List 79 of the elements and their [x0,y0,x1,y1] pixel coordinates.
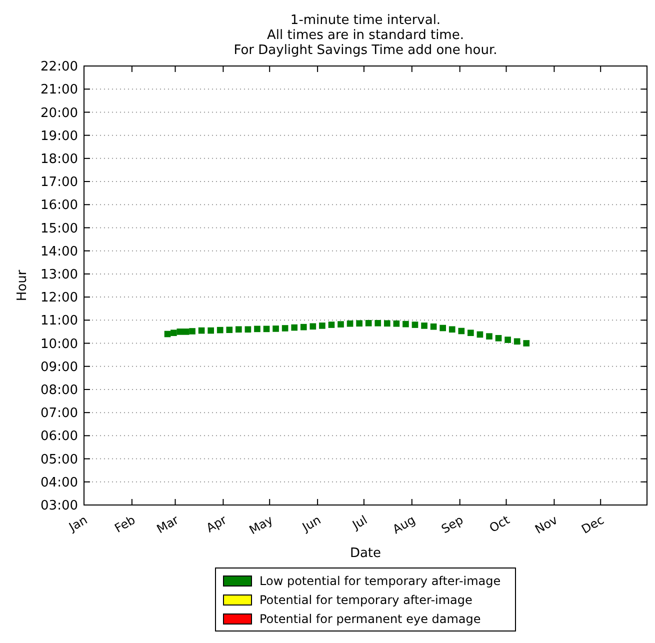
point [476,331,484,338]
x-tick-label: Sep [438,512,466,536]
point [282,325,288,332]
point [523,340,530,346]
y-tick-label: 11:00 [40,314,78,329]
x-tick-label: Jan [66,512,90,535]
x-tick-label: Jun [299,512,324,535]
y-tick-label: 10:00 [40,336,78,352]
point [263,326,270,332]
point [468,330,474,336]
y-tick-label: 09:00 [40,360,78,375]
point [208,327,214,334]
y-tick-label: 14:00 [40,244,78,260]
point [486,333,492,340]
point [170,330,177,336]
y-tick-label: 17:00 [40,175,78,190]
y-tick-label: 08:00 [40,383,78,398]
x-tick-label: Oct [486,512,512,536]
point [393,320,400,327]
x-axis-title: Date [350,546,382,561]
point [402,320,409,328]
point [226,326,233,334]
point [412,322,418,328]
y-tick-label: 18:00 [40,152,78,167]
point [236,326,242,333]
point [182,328,190,335]
x-tick-label: Jul [349,512,370,533]
point [176,328,184,335]
y-tick-label: 04:00 [40,475,78,490]
point [198,327,205,334]
y-tick-label: 20:00 [40,106,78,121]
point [514,338,520,345]
point [495,335,502,342]
point [448,326,456,333]
point [164,330,171,338]
y-tick-label: 16:00 [40,198,78,214]
point [328,322,335,328]
y-tick-label: 07:00 [40,406,78,422]
point [272,326,279,332]
point [291,324,298,331]
y-tick-label: 06:00 [40,429,78,444]
x-tick-label: May [246,512,276,538]
point [300,324,307,330]
point [440,324,446,332]
y-tick-label: 15:00 [40,221,78,236]
x-tick-label: Mar [154,512,182,536]
y-tick-label: 03:00 [40,498,78,514]
point [216,326,224,334]
x-tick-label: Apr [204,512,229,536]
chart-title: 1-minute time interval. All times are in standard time. For Daylight Savings Time add one hour. [234,13,498,58]
point [189,328,196,334]
y-tick-label: 05:00 [40,452,78,468]
y-axis-title: Hour [15,269,30,302]
point [504,336,511,343]
point [319,322,326,329]
y-tick-label: 12:00 [40,290,78,306]
point [374,320,382,326]
point [365,320,372,326]
x-tick-label: Feb [112,512,138,536]
y-tick-label: 13:00 [40,267,78,282]
y-tick-label: 21:00 [40,82,78,98]
y-tick-label: 22:00 [40,60,78,75]
point [458,328,465,334]
point [430,323,437,330]
legend-label: Low potential for temporary after-image [260,574,501,588]
point [421,322,428,329]
legend-label: Potential for temporary after-image [260,593,472,608]
x-tick-label: Aug [390,512,418,537]
point [356,320,362,327]
point [338,321,344,328]
x-tick-label: Dec [579,512,606,536]
point [254,326,260,332]
legend-label: Potential for permanent eye damage [260,612,481,626]
point [346,320,354,327]
point [384,320,390,327]
point [244,326,252,333]
y-tick-label: 19:00 [40,128,78,144]
point [310,323,316,330]
x-tick-label: Nov [532,512,560,537]
